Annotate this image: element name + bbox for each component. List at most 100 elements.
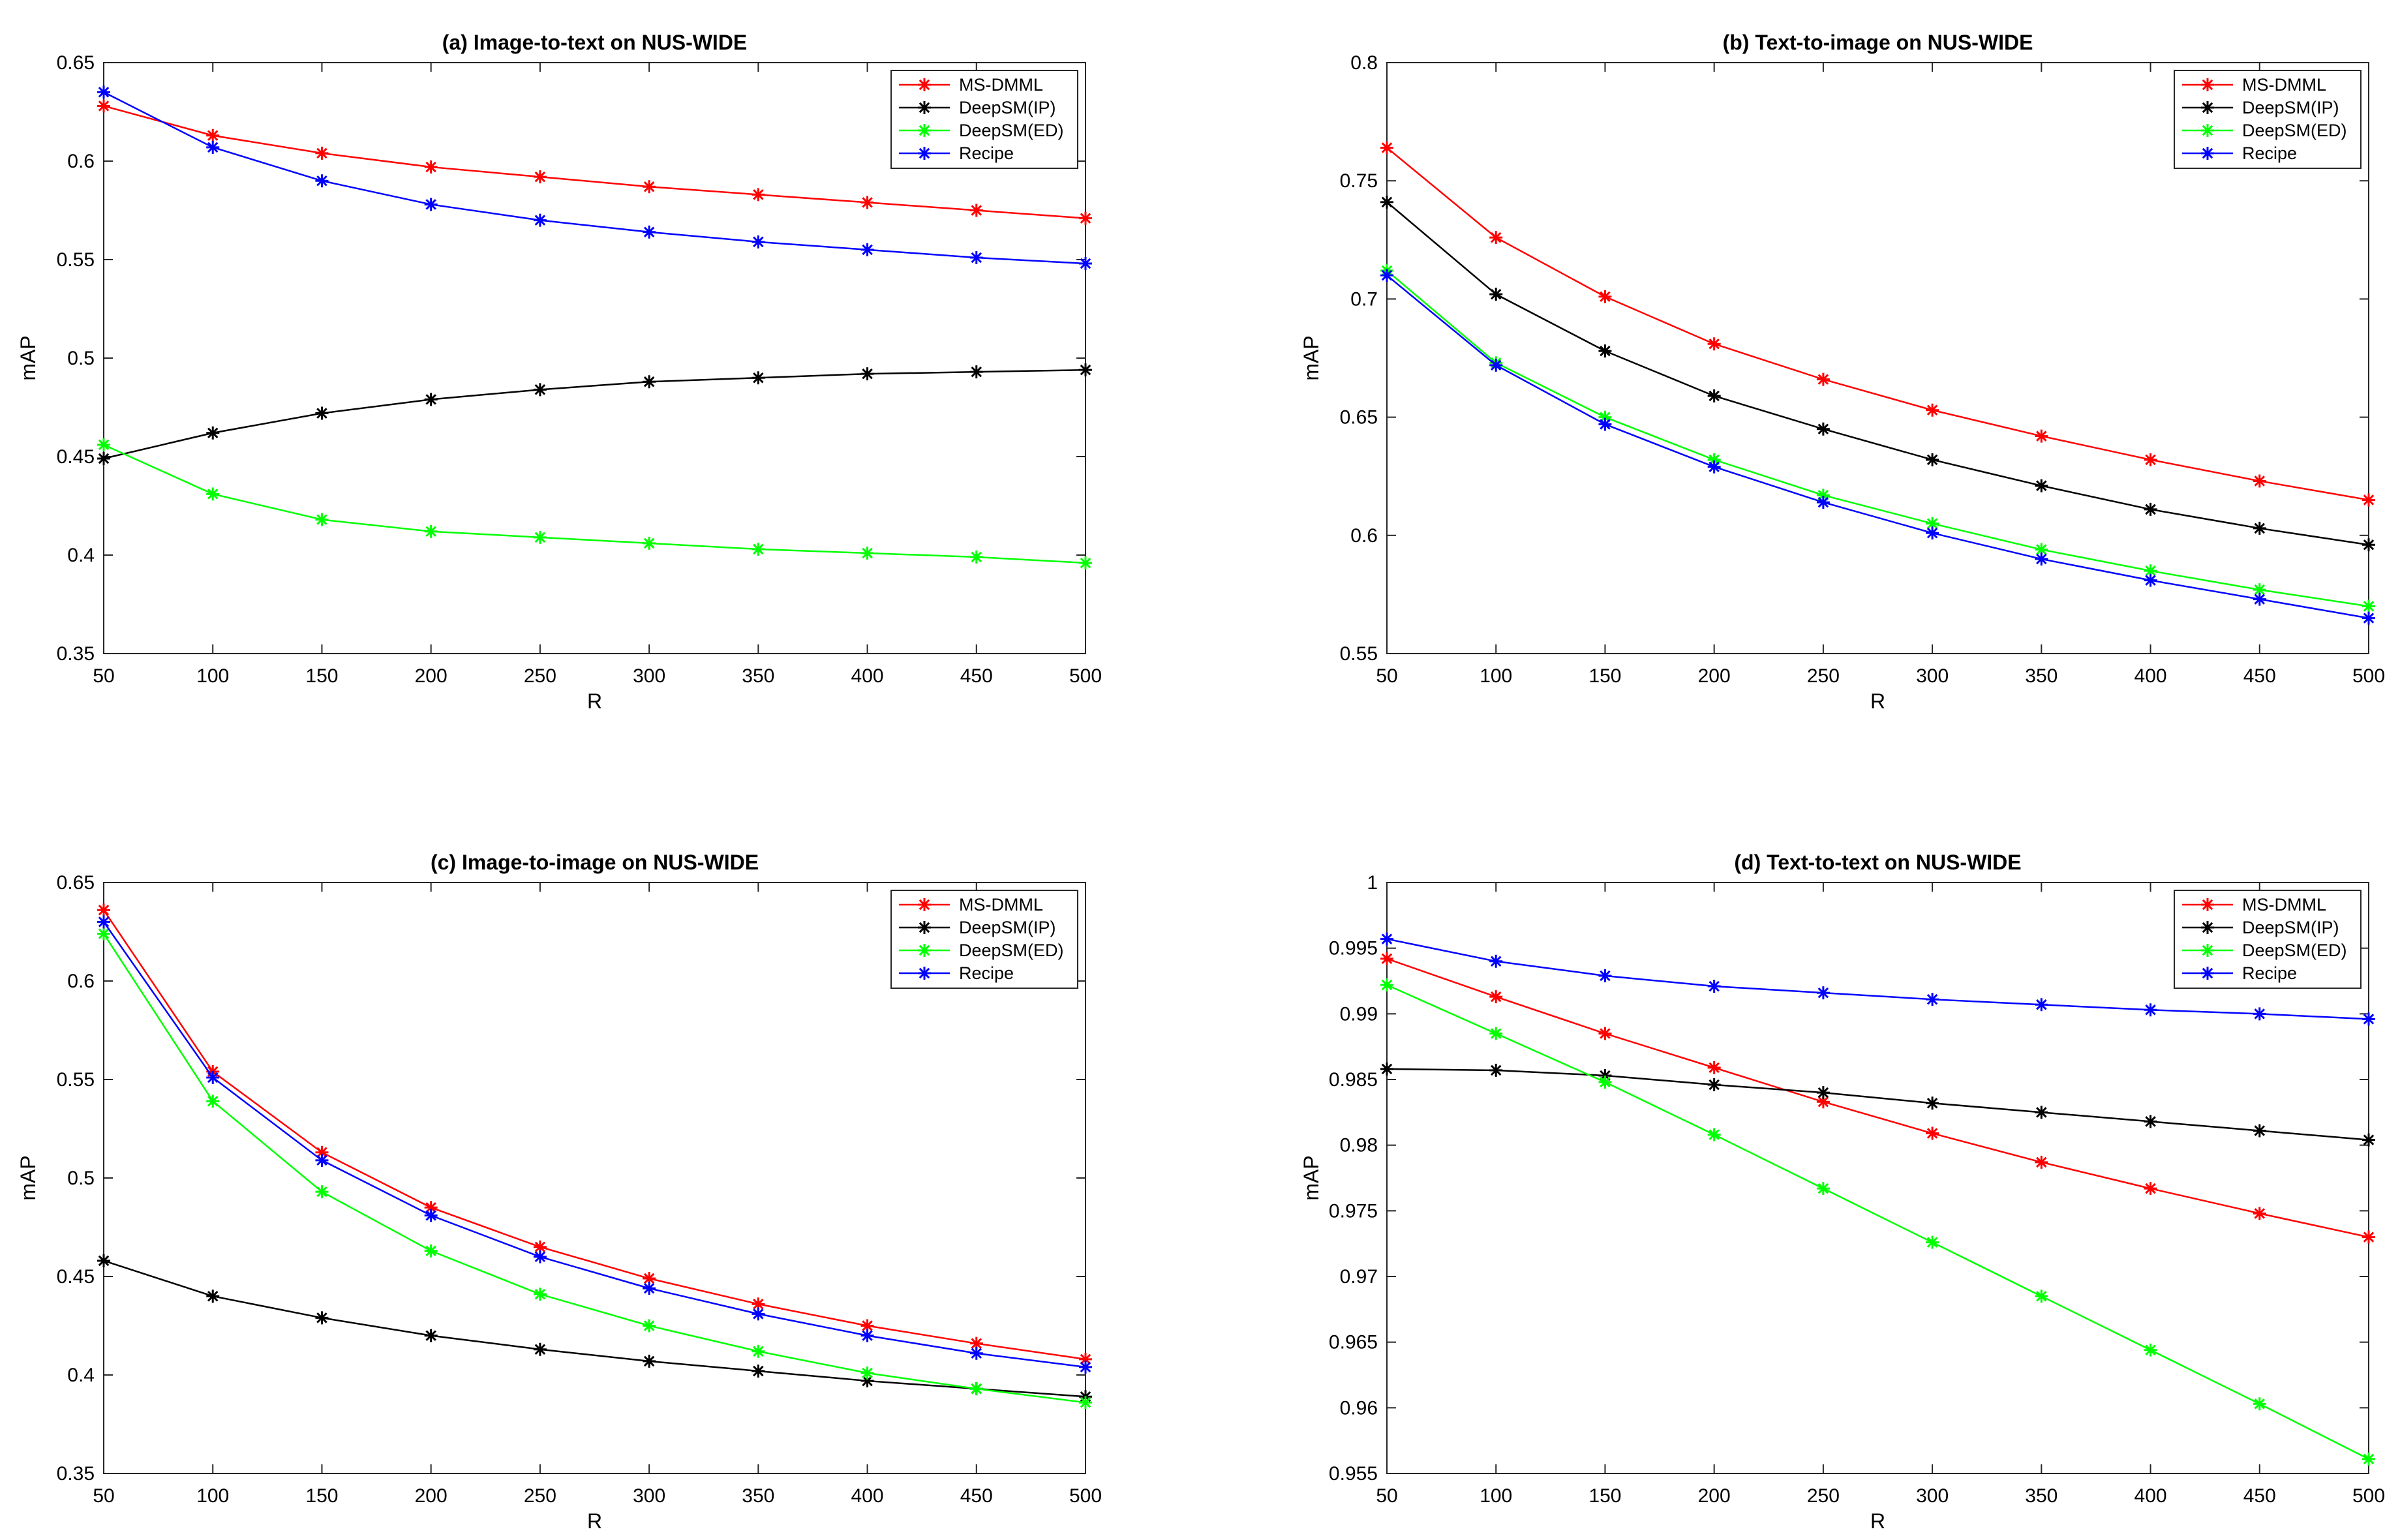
data-point xyxy=(2144,453,2157,466)
data-point xyxy=(1489,288,1503,301)
data-point xyxy=(969,250,983,264)
legend-marker xyxy=(2201,124,2214,137)
data-point xyxy=(2362,493,2375,507)
y-tick-label: 0.96 xyxy=(1340,1397,1378,1419)
data-point xyxy=(1816,372,1830,386)
data-point xyxy=(2253,1124,2266,1138)
x-axis-label: R xyxy=(1870,1509,1885,1533)
legend-marker xyxy=(2201,898,2214,911)
series-line xyxy=(1386,269,2369,607)
x-tick-label: 300 xyxy=(1916,665,1949,687)
x-tick-label: 200 xyxy=(415,1485,448,1507)
x-tick-label: 150 xyxy=(305,665,338,687)
x-tick-label: 500 xyxy=(1069,665,1102,687)
data-point xyxy=(424,1201,438,1215)
data-point xyxy=(206,1095,220,1108)
data-point xyxy=(1816,422,1830,436)
data-point xyxy=(860,1366,874,1380)
legend-label: Recipe xyxy=(2242,143,2297,163)
series-line xyxy=(102,933,1086,1404)
legend-label: DeepSM(ED) xyxy=(2242,121,2347,140)
y-tick-label: 0.5 xyxy=(67,1168,95,1189)
series-line xyxy=(1386,147,2369,501)
y-tick-label: 0.35 xyxy=(57,643,95,665)
x-axis-label: R xyxy=(1870,689,1885,713)
data-point xyxy=(1926,1126,1939,1140)
x-tick-label: 100 xyxy=(1480,1485,1512,1507)
legend-label: DeepSM(IP) xyxy=(2242,98,2339,117)
data-point xyxy=(1707,460,1721,474)
y-tick-label: 0.4 xyxy=(67,545,95,566)
data-point xyxy=(643,225,656,239)
data-point xyxy=(2253,1007,2266,1021)
data-point xyxy=(2362,538,2375,552)
x-axis-label: R xyxy=(587,1509,602,1533)
y-axis-label: mAP xyxy=(1299,335,1323,380)
x-axis-label: R xyxy=(587,689,602,713)
data-point xyxy=(1380,1062,1393,1076)
y-tick-label: 0.6 xyxy=(1350,525,1378,547)
data-point xyxy=(1079,1352,1092,1366)
data-point xyxy=(1926,453,1939,466)
legend: MS-DMML DeepSM(IP) DeepSM(ED) Recipe xyxy=(2174,890,2362,989)
data-point xyxy=(2253,1397,2266,1411)
data-point xyxy=(2035,1290,2048,1303)
data-point xyxy=(97,903,110,917)
data-point xyxy=(1598,1027,1612,1040)
data-point xyxy=(752,542,765,556)
x-tick-label: 300 xyxy=(1916,1485,1949,1507)
data-point xyxy=(860,1329,874,1342)
y-tick-label: 0.7 xyxy=(1350,288,1378,310)
data-point xyxy=(1489,1027,1503,1040)
legend-marker xyxy=(918,944,931,957)
series-line xyxy=(102,921,1086,1368)
data-point xyxy=(1079,211,1092,225)
data-point xyxy=(533,1240,547,1254)
data-point xyxy=(2362,1452,2375,1466)
data-point xyxy=(969,204,983,217)
legend-label: Recipe xyxy=(959,963,1014,983)
y-tick-label: 0.6 xyxy=(67,971,95,992)
legend-label: Recipe xyxy=(2242,963,2297,983)
data-point xyxy=(97,85,110,99)
legend-label: MS-DMML xyxy=(2242,895,2326,914)
series-line xyxy=(103,91,1086,265)
data-point xyxy=(206,140,220,154)
data-point xyxy=(533,530,547,544)
legend: MS-DMML DeepSM(IP) DeepSM(ED) Recipe xyxy=(2174,70,2362,169)
data-point xyxy=(97,915,110,929)
x-tick-label: 50 xyxy=(1376,1485,1397,1507)
legend-marker xyxy=(918,101,931,114)
series-recipe xyxy=(97,915,1092,1374)
data-point xyxy=(1489,1063,1503,1077)
data-point xyxy=(315,1185,329,1199)
chart-title: (a) Image-to-text on NUS-WIDE xyxy=(442,31,748,54)
y-tick-label: 0.965 xyxy=(1329,1332,1378,1353)
data-point xyxy=(1380,269,1393,282)
y-axis-label: mAP xyxy=(1299,1155,1323,1200)
series-line xyxy=(1386,938,2369,1020)
x-tick-label: 150 xyxy=(1588,1485,1621,1507)
series-line xyxy=(1386,201,2369,546)
series-line xyxy=(1386,1068,2369,1141)
data-point xyxy=(97,452,110,466)
chart-panel-4: 50 100 150 200 250 300 350 400 450 500 0.955 0.96 0.… xyxy=(1299,851,2385,1533)
data-point xyxy=(1489,954,1503,968)
legend-marker xyxy=(2201,78,2214,91)
legend-marker xyxy=(2201,101,2214,114)
legend-marker xyxy=(918,147,931,160)
y-tick-label: 0.65 xyxy=(57,872,95,894)
data-point xyxy=(860,1319,874,1333)
y-tick-label: 0.98 xyxy=(1340,1135,1378,1156)
x-tick-label: 250 xyxy=(524,665,556,687)
data-point xyxy=(424,524,438,538)
x-tick-label: 500 xyxy=(1069,1485,1102,1507)
data-point xyxy=(2035,998,2048,1012)
data-point xyxy=(1707,980,1721,993)
data-point xyxy=(969,365,983,379)
series-recipe xyxy=(1380,932,2375,1026)
data-point xyxy=(2144,1182,2157,1196)
legend-label: Recipe xyxy=(959,143,1014,163)
data-point xyxy=(969,551,983,564)
data-point xyxy=(424,1244,438,1258)
